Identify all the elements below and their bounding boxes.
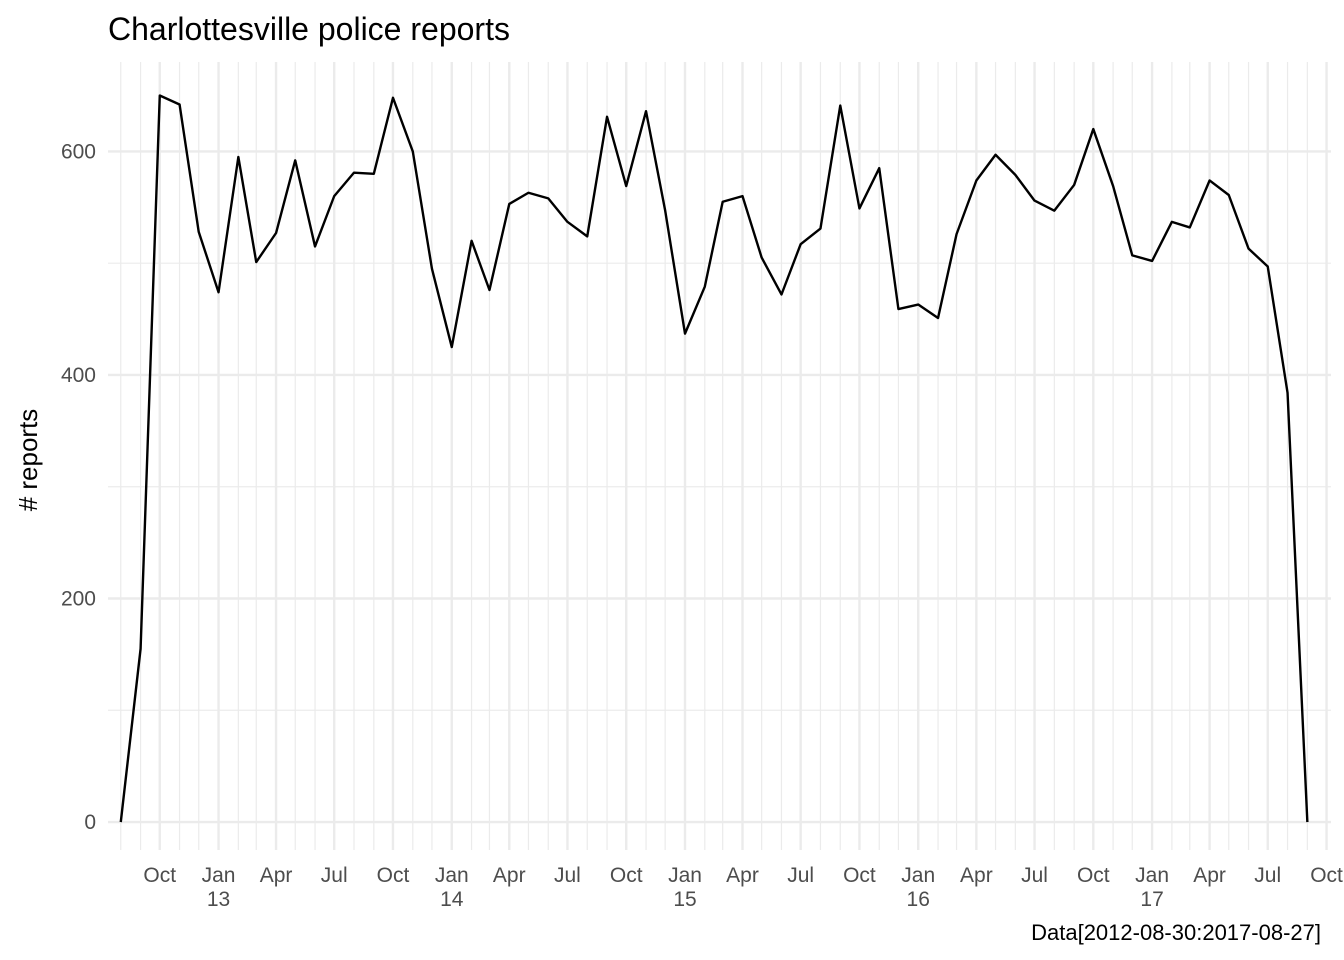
y-tick-label: 0 bbox=[84, 811, 96, 834]
y-axis-ticks: 0 200 400 600 bbox=[61, 140, 96, 834]
x-tick-label: Apr bbox=[493, 864, 526, 887]
x-tick-label: Oct bbox=[843, 864, 876, 887]
series-line bbox=[119, 94, 1309, 823]
x-tick-label: Jul bbox=[1021, 864, 1048, 887]
x-tick-label: Jan bbox=[901, 864, 935, 887]
x-tick-label: Apr bbox=[1193, 864, 1226, 887]
x-tick-label: Oct bbox=[1310, 864, 1343, 887]
x-tick-label: Jul bbox=[787, 864, 814, 887]
x-tick-year-label: 13 bbox=[207, 888, 230, 911]
y-tick-label: 400 bbox=[61, 364, 96, 387]
x-tick-year-label: 17 bbox=[1140, 888, 1163, 911]
x-tick-label: Jul bbox=[1254, 864, 1281, 887]
x-tick-year-label: 14 bbox=[440, 888, 464, 911]
x-tick-label: Jan bbox=[202, 864, 236, 887]
x-tick-label: Oct bbox=[610, 864, 643, 887]
x-tick-year-label: 16 bbox=[907, 888, 930, 911]
chart-title: Charlottesville police reports bbox=[108, 11, 510, 47]
x-tick-label: Jul bbox=[321, 864, 348, 887]
y-tick-label: 200 bbox=[61, 588, 96, 611]
series-layer bbox=[119, 94, 1309, 823]
y-axis-title: # reports bbox=[13, 409, 43, 512]
x-tick-label: Oct bbox=[377, 864, 410, 887]
x-tick-label: Oct bbox=[1077, 864, 1110, 887]
x-tick-year-label: 15 bbox=[673, 888, 696, 911]
chart-caption: Data[2012-08-30:2017-08-27] bbox=[1031, 920, 1321, 945]
x-tick-label: Jan bbox=[1135, 864, 1169, 887]
x-tick-label: Jan bbox=[435, 864, 469, 887]
x-tick-label: Jan bbox=[668, 864, 702, 887]
x-tick-label: Apr bbox=[260, 864, 293, 887]
x-tick-label: Apr bbox=[960, 864, 993, 887]
x-tick-label: Jul bbox=[554, 864, 581, 887]
y-tick-label: 600 bbox=[61, 140, 96, 163]
x-tick-label: Oct bbox=[143, 864, 176, 887]
x-tick-label: Apr bbox=[726, 864, 759, 887]
major-gridlines bbox=[108, 62, 1331, 850]
